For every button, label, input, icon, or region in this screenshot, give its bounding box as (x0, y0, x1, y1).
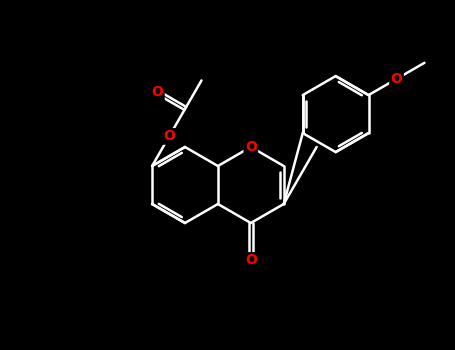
Text: O: O (245, 253, 257, 267)
Text: O: O (163, 130, 175, 144)
Text: O: O (152, 85, 163, 99)
Text: O: O (245, 140, 257, 154)
Text: O: O (390, 72, 403, 86)
